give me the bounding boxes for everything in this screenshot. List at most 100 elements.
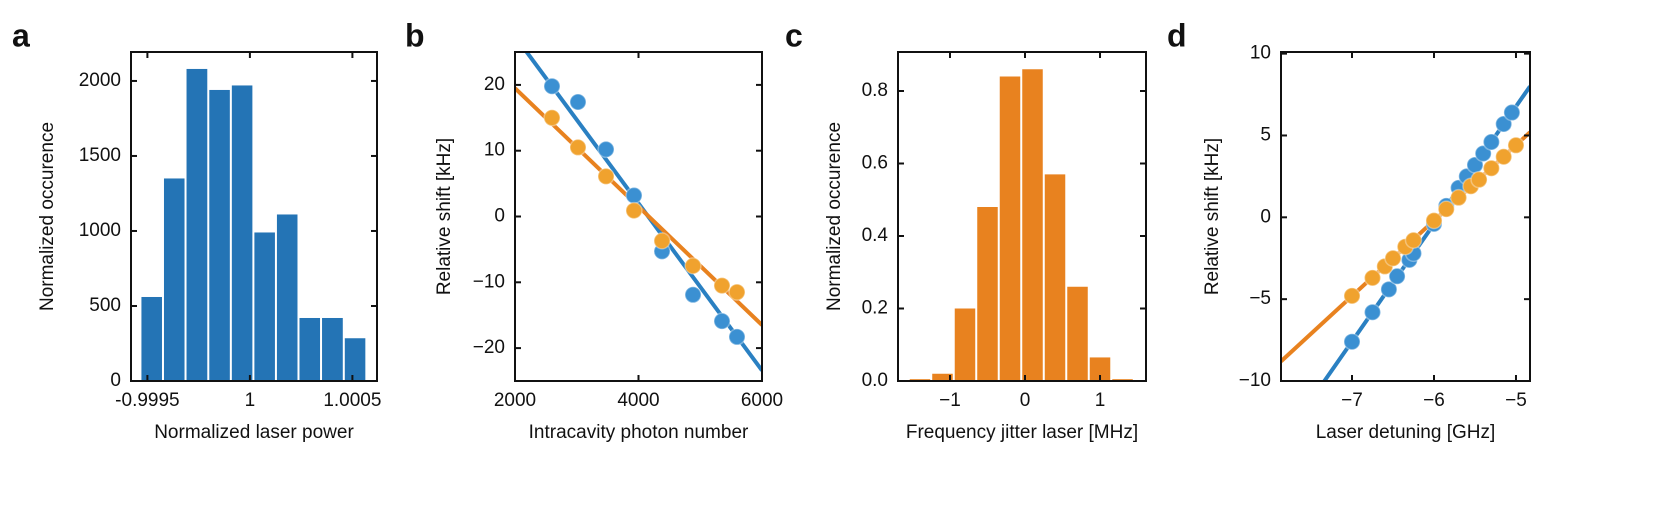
y-tick-label: 0.0 [862, 370, 888, 391]
y-tick-label: 0.4 [862, 225, 889, 246]
y-tick-label: 1000 [79, 220, 121, 241]
axes-frame [897, 51, 1147, 382]
data-point [1437, 200, 1456, 218]
x-tick-label: 4000 [617, 390, 659, 411]
x-axis-label: Laser detuning [GHz] [1316, 422, 1496, 443]
bar [163, 178, 185, 381]
y-tick-label: 10 [484, 140, 505, 161]
y-tick-label: 5 [1260, 124, 1271, 145]
data-point [1363, 269, 1382, 287]
data-point [728, 328, 746, 346]
plot-area [141, 68, 366, 381]
y-tick-label: −5 [1249, 288, 1271, 309]
x-axis-label: Intracavity photon number [529, 422, 749, 443]
bar [344, 338, 366, 381]
bar [141, 296, 162, 381]
bar [1044, 174, 1066, 381]
data-point [713, 276, 731, 295]
data-point [684, 257, 702, 275]
x-tick-label: −5 [1505, 390, 1527, 411]
x-tick-label: 2000 [494, 390, 536, 411]
data-point [1384, 249, 1402, 267]
y-tick-label: 10 [1250, 43, 1271, 64]
data-point [569, 93, 587, 111]
panel-label: a [12, 17, 30, 53]
y-tick-label: 0 [494, 206, 505, 227]
data-point [1482, 133, 1501, 151]
x-tick-label: 6000 [741, 390, 783, 411]
data-point [728, 283, 746, 301]
x-tick-label: −7 [1341, 390, 1363, 411]
x-tick-label: −6 [1423, 390, 1445, 411]
data-point [597, 140, 615, 159]
y-axis-label: Normalized occurence [37, 122, 58, 311]
data-point [653, 232, 671, 250]
data-point [1404, 231, 1423, 249]
x-tick-label: 0 [1020, 390, 1031, 411]
bar [231, 85, 253, 381]
x-tick-label: 1.0005 [323, 390, 381, 411]
data-point [1503, 103, 1521, 122]
y-tick-label: −10 [1239, 370, 1271, 391]
bar [932, 373, 953, 381]
bar [1022, 69, 1043, 381]
data-point [1474, 144, 1492, 163]
bar [954, 308, 976, 381]
bar [299, 317, 321, 381]
y-tick-label: 500 [89, 295, 121, 316]
y-tick-label: −10 [473, 271, 505, 292]
y-tick-label: 1500 [79, 145, 121, 166]
data-point [1494, 148, 1513, 166]
plot-area [909, 69, 1133, 381]
panel-label: b [405, 17, 425, 53]
data-point [1507, 136, 1525, 155]
panel-label: d [1167, 17, 1187, 53]
x-axis-label: Frequency jitter laser [MHz] [906, 422, 1138, 443]
axes-frame [1280, 51, 1531, 382]
data-point [1388, 267, 1406, 285]
bar [254, 232, 275, 381]
bar [1089, 357, 1111, 381]
data-point [569, 138, 587, 157]
axes-frame [130, 51, 378, 382]
y-tick-label: 20 [484, 74, 505, 95]
data-point [543, 77, 561, 95]
y-axis-label: Relative shift [kHz] [434, 138, 455, 295]
bar [276, 214, 298, 381]
data-point [625, 201, 643, 220]
data-point [1482, 159, 1501, 177]
bar [977, 207, 998, 381]
panel-label: c [785, 17, 803, 53]
y-axis-label: Relative shift [kHz] [1202, 138, 1223, 295]
data-point [684, 286, 702, 304]
y-tick-label: 0.6 [862, 153, 888, 174]
data-point [1449, 188, 1468, 207]
x-tick-label: −1 [939, 390, 961, 411]
y-axis-label: Normalized occurence [824, 122, 845, 311]
x-tick-label: 1 [1095, 390, 1106, 411]
data-point [1425, 211, 1443, 230]
data-point [1343, 332, 1361, 351]
x-tick-label: -0.9995 [115, 390, 179, 411]
data-point [625, 186, 643, 205]
y-tick-label: 2000 [79, 70, 121, 91]
data-point [1380, 280, 1398, 299]
data-point [1343, 287, 1361, 305]
data-point [1363, 303, 1382, 322]
data-point [597, 167, 615, 186]
y-tick-label: −20 [473, 337, 505, 358]
x-axis-label: Normalized laser power [154, 422, 354, 443]
bar [999, 76, 1021, 381]
y-tick-label: 0.2 [862, 298, 888, 319]
y-tick-label: 0 [110, 370, 121, 391]
data-point [1470, 170, 1488, 189]
y-tick-label: 0 [1260, 206, 1271, 227]
y-tick-label: 0.8 [862, 80, 888, 101]
data-point [713, 312, 731, 330]
bar [186, 68, 208, 381]
bar [209, 89, 230, 381]
data-point [543, 109, 561, 127]
x-tick-label: 1 [245, 390, 256, 411]
data-point [1494, 115, 1513, 133]
